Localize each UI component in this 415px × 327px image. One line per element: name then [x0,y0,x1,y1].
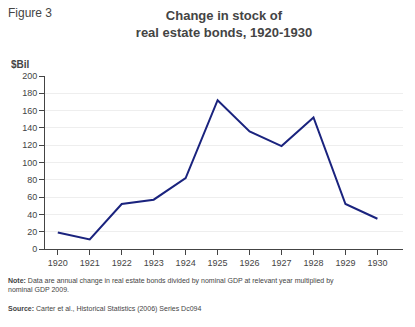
svg-text:140: 140 [22,123,37,133]
svg-text:160: 160 [22,106,37,116]
svg-text:80: 80 [27,175,37,185]
svg-text:$Bil: $Bil [11,59,30,70]
svg-text:1922: 1922 [112,258,132,268]
svg-text:1925: 1925 [208,258,228,268]
svg-text:1928: 1928 [303,258,323,268]
svg-text:1920: 1920 [48,258,68,268]
svg-text:Source: Carter et al., Histori: Source: Carter et al., Historical Statis… [8,305,201,313]
svg-text:1929: 1929 [335,258,355,268]
svg-text:1924: 1924 [176,258,196,268]
svg-text:40: 40 [27,210,37,220]
svg-text:Note: Data are annual change i: Note: Data are annual change in real est… [8,277,334,293]
svg-text:20: 20 [27,227,37,237]
svg-text:1927: 1927 [272,258,292,268]
svg-text:1926: 1926 [240,258,260,268]
svg-text:1930: 1930 [367,258,387,268]
svg-text:120: 120 [22,140,37,150]
svg-text:Figure 3: Figure 3 [8,6,52,20]
svg-text:Change in stock ofreal estate: Change in stock ofreal estate bonds, 192… [136,8,312,40]
svg-text:0: 0 [32,244,37,254]
svg-text:1923: 1923 [144,258,164,268]
svg-text:100: 100 [22,158,37,168]
svg-text:200: 200 [22,71,37,81]
svg-text:1921: 1921 [80,258,100,268]
svg-text:180: 180 [22,88,37,98]
svg-text:60: 60 [27,192,37,202]
